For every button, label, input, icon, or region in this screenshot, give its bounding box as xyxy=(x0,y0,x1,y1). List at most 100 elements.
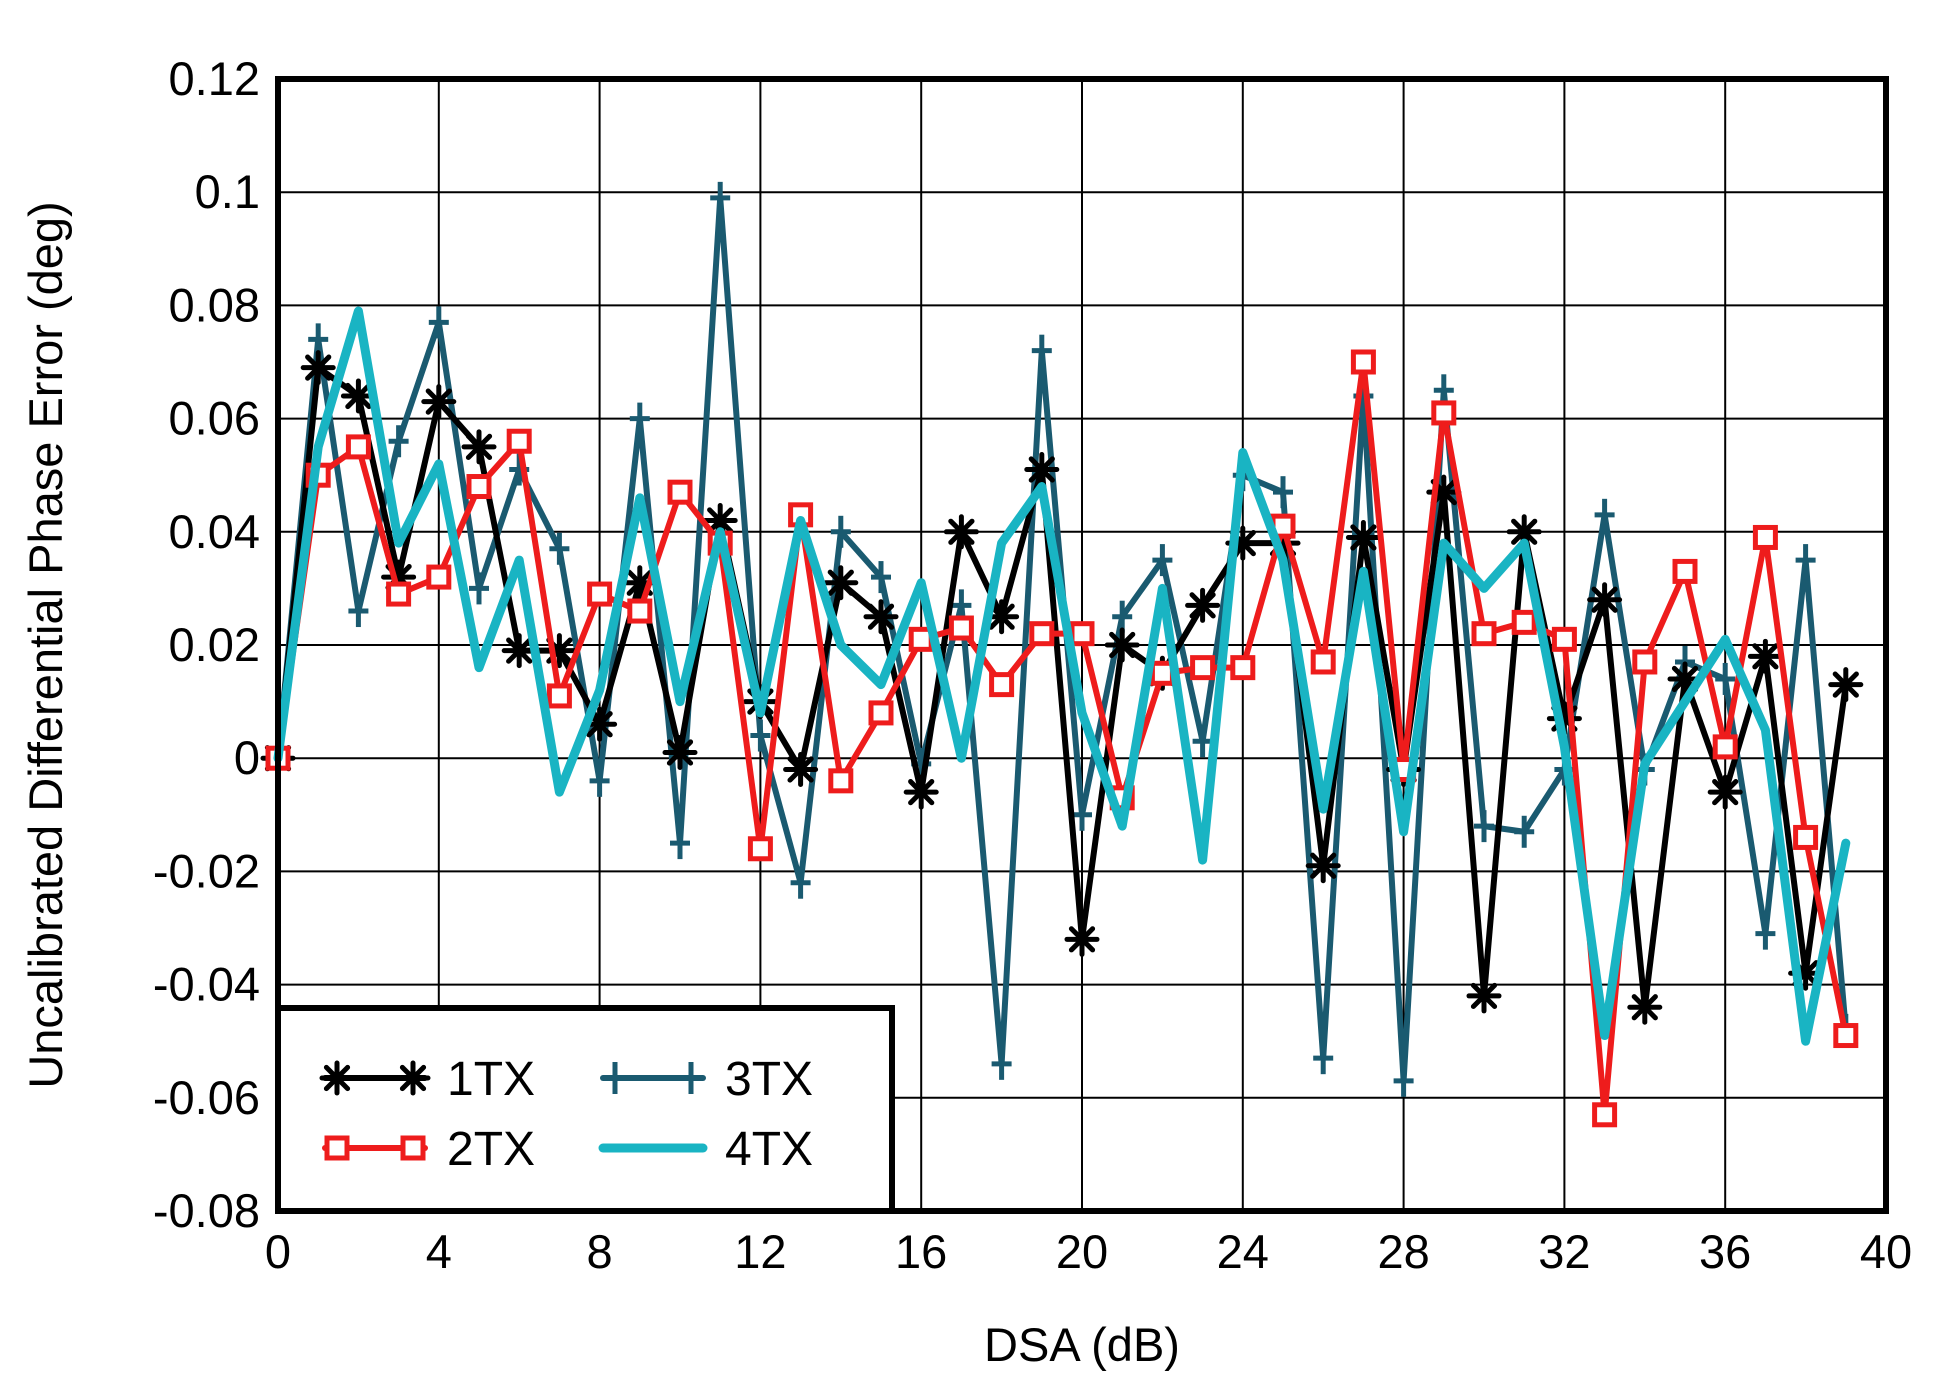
legend-entry-3TX: 3TX xyxy=(600,1053,813,1106)
square-marker xyxy=(1752,524,1778,550)
x-tick-label: 20 xyxy=(1056,1225,1108,1278)
x-tick-label: 24 xyxy=(1217,1225,1269,1278)
square-marker xyxy=(466,474,492,500)
x-tick-label: 36 xyxy=(1699,1225,1751,1278)
square-marker xyxy=(1431,400,1457,426)
asterisk-marker xyxy=(421,384,457,420)
square-marker xyxy=(1471,621,1497,647)
x-tick-label: 32 xyxy=(1538,1225,1590,1278)
asterisk-marker xyxy=(1104,627,1140,663)
legend: 1TX 2TX 3TX 4TX xyxy=(275,1005,895,1214)
asterisk-marker xyxy=(395,1060,431,1096)
asterisk-marker xyxy=(702,502,738,538)
plus-marker xyxy=(428,306,449,339)
asterisk-marker xyxy=(1185,587,1221,623)
asterisk-marker xyxy=(863,599,899,635)
plus-marker xyxy=(605,1062,625,1094)
plus-marker xyxy=(589,764,610,797)
asterisk-marker xyxy=(1024,452,1060,488)
y-axis-title: Uncalibrated Differential Phase Error (d… xyxy=(19,201,72,1088)
plus-marker xyxy=(1313,1042,1334,1075)
y-tick-label: 0.02 xyxy=(169,618,260,671)
plus-marker xyxy=(991,1047,1012,1080)
asterisk-marker xyxy=(501,633,537,669)
legend-entry-2TX: 2TX xyxy=(322,1123,535,1176)
asterisk-marker xyxy=(1305,848,1341,884)
square-marker xyxy=(1632,649,1658,675)
asterisk-marker xyxy=(783,752,819,788)
asterisk-marker xyxy=(1828,667,1864,703)
asterisk-marker xyxy=(319,1060,355,1096)
square-marker xyxy=(1712,734,1738,760)
plus-marker xyxy=(348,595,369,628)
asterisk-marker xyxy=(1345,519,1381,555)
y-tick-label: 0.08 xyxy=(169,278,260,331)
y-tick-labels: 0.12 0.1 0.08 0.06 0.04 0.02 0 -0.02 -0.04 -0.06 -… xyxy=(153,52,260,1237)
plus-marker xyxy=(549,532,570,565)
y-tick-label: 0.04 xyxy=(169,505,260,558)
plus-marker xyxy=(308,323,329,356)
plus-marker xyxy=(388,425,409,458)
y-tick-label: -0.02 xyxy=(153,844,260,897)
y-tick-label: 0.1 xyxy=(195,165,260,218)
square-marker xyxy=(1310,649,1336,675)
asterisk-marker xyxy=(903,774,939,810)
plus-marker xyxy=(830,515,851,548)
asterisk-marker xyxy=(823,565,859,601)
legend-label: 2TX xyxy=(447,1123,535,1176)
y-tick-label: 0 xyxy=(234,731,260,784)
plus-marker xyxy=(469,572,489,605)
y-tick-label: -0.08 xyxy=(153,1184,260,1237)
asterisk-marker xyxy=(461,429,497,465)
asterisk-marker xyxy=(1466,978,1502,1014)
asterisk-marker xyxy=(943,514,979,550)
square-marker xyxy=(1029,621,1055,647)
square-marker xyxy=(1190,655,1216,681)
plus-marker xyxy=(710,181,731,214)
y-tick-label: -0.06 xyxy=(153,1071,260,1124)
plus-marker xyxy=(1112,600,1133,633)
legend-box xyxy=(275,1005,895,1214)
asterisk-marker xyxy=(340,378,376,414)
plus-marker xyxy=(1514,815,1535,848)
square-marker xyxy=(1793,824,1819,850)
legend-entry-4TX: 4TX xyxy=(598,1123,813,1176)
square-marker xyxy=(828,768,854,794)
x-tick-label: 0 xyxy=(265,1225,291,1278)
y-tick-label: 0.12 xyxy=(169,52,260,105)
x-axis-title: DSA (dB) xyxy=(984,1318,1180,1371)
plot-frame xyxy=(275,76,1889,1214)
asterisk-marker xyxy=(1627,989,1663,1025)
square-marker xyxy=(345,434,371,460)
y-tick-label: -0.04 xyxy=(153,958,260,1011)
plus-marker xyxy=(1273,476,1293,509)
square-marker xyxy=(426,564,452,590)
square-marker xyxy=(667,479,693,505)
plus-marker xyxy=(1072,798,1092,831)
square-marker xyxy=(400,1135,426,1161)
square-marker xyxy=(587,581,613,607)
square-marker xyxy=(1592,1102,1618,1128)
square-marker xyxy=(989,672,1015,698)
asterisk-marker xyxy=(662,735,698,771)
series-2TX xyxy=(265,349,1859,1128)
plus-marker xyxy=(1031,334,1052,367)
plus-marker xyxy=(629,402,650,435)
plus-marker xyxy=(1192,725,1213,758)
plus-marker xyxy=(1393,1064,1414,1097)
asterisk-marker xyxy=(1064,921,1100,957)
square-marker xyxy=(747,836,773,862)
plus-marker xyxy=(871,561,891,594)
square-marker xyxy=(868,700,894,726)
plus-marker xyxy=(790,866,811,899)
plus-marker xyxy=(1755,917,1776,950)
series-4TX xyxy=(273,306,1851,1046)
plus-marker xyxy=(670,827,690,860)
square-marker xyxy=(324,1135,350,1161)
y-tick-label: 0.06 xyxy=(169,392,260,445)
x-tick-labels: 0 4 8 12 16 20 24 28 32 36 40 xyxy=(265,1225,1912,1278)
legend-label: 4TX xyxy=(725,1123,813,1176)
plus-marker xyxy=(1795,544,1816,577)
square-marker xyxy=(1069,621,1095,647)
